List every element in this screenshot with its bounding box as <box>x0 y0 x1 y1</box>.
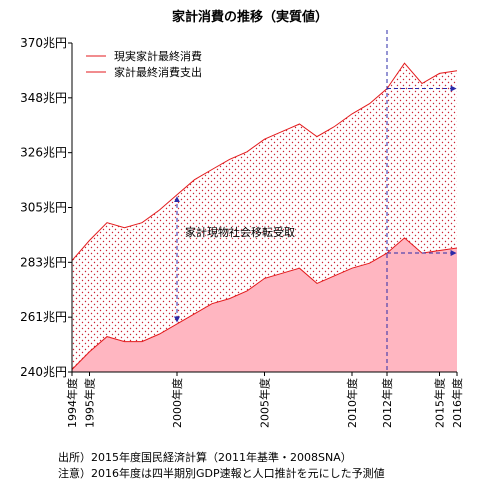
y-tick-label: 370兆円 <box>20 36 67 50</box>
y-tick-label: 326兆円 <box>20 146 67 160</box>
expenditure-area <box>72 237 457 372</box>
x-tick-label: 2000年度 <box>170 378 184 428</box>
chart-title: 家計消費の推移（実質値） <box>172 9 328 25</box>
y-tick-label: 348兆円 <box>20 91 67 105</box>
forecast-note: 注意）2016年度は四半期別GDP速報と人口推計を元にした予測値 <box>58 467 385 480</box>
x-tick-label: 2005年度 <box>258 378 272 428</box>
x-tick-label: 2010年度 <box>345 378 359 428</box>
transfer-band-area <box>72 63 457 370</box>
x-tick-label: 1995年度 <box>83 378 97 428</box>
legend-label-real-consumption: 現実家計最終消費 <box>114 49 202 63</box>
annotation-transfer-label: 家計現物社会移転受取 <box>185 225 295 239</box>
series-line-real-consumption <box>71 62 458 261</box>
y-tick-label: 240兆円 <box>20 365 67 379</box>
x-tick-label: 2016年度 <box>450 378 464 428</box>
legend: 現実家計最終消費 家計最終消費支出 <box>86 49 202 79</box>
y-tick-label: 261兆円 <box>20 310 67 324</box>
plot-area <box>71 30 458 373</box>
x-axis-ticks: 1994年度 1995年度 2000年度 2005年度 2010年度 2012年度 2015… <box>65 372 464 428</box>
legend-label-expenditure: 家計最終消費支出 <box>114 65 202 79</box>
series-line-expenditure <box>71 237 458 370</box>
x-tick-label: 1994年度 <box>65 378 79 428</box>
y-axis-ticks: 240兆円 261兆円 283兆円 305兆円 326兆円 348兆円 370兆円 <box>20 36 72 379</box>
x-tick-label: 2012年度 <box>380 378 394 428</box>
y-tick-label: 283兆円 <box>20 255 67 269</box>
y-tick-label: 305兆円 <box>20 201 67 215</box>
x-tick-label: 2015年度 <box>433 378 447 428</box>
source-note: 出所）2015年度国民経済計算（2011年基準・2008SNA） <box>58 451 352 464</box>
